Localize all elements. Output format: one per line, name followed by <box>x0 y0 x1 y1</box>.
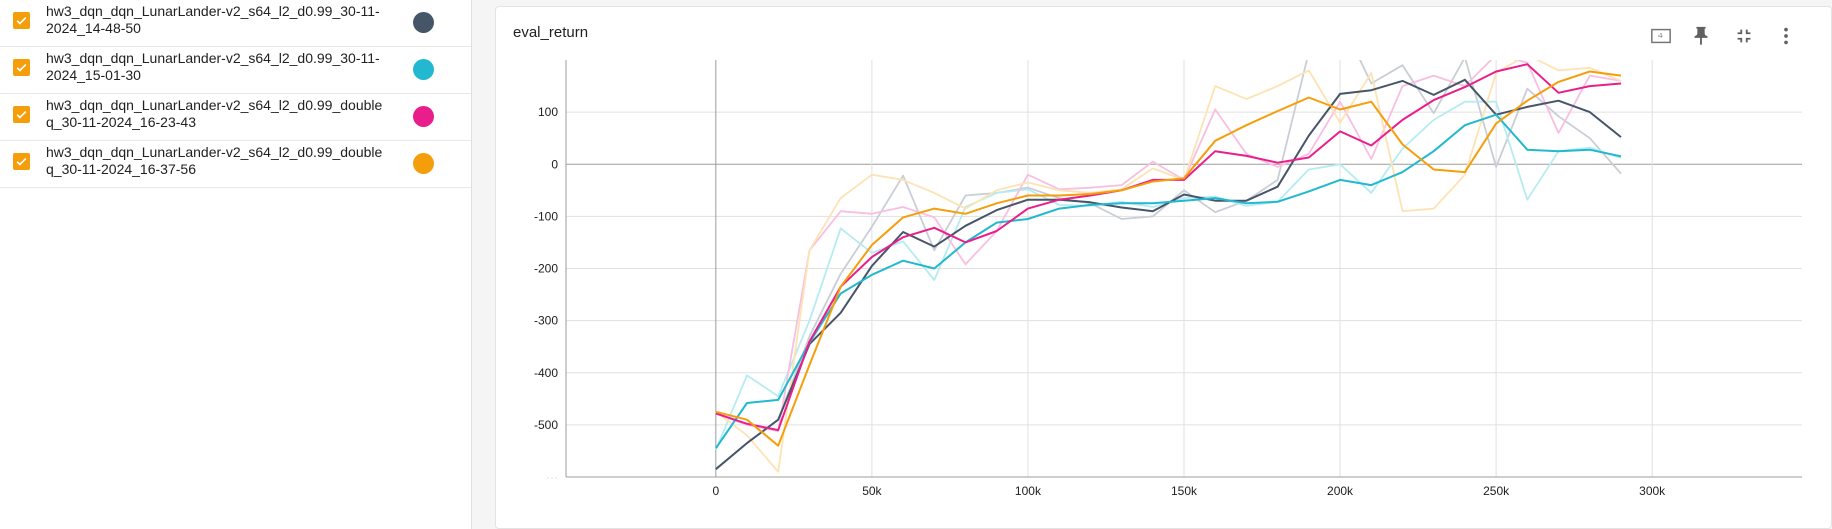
run-color-swatch[interactable] <box>413 106 434 127</box>
runs-sidebar: hw3_dqn_dqn_LunarLander-v2_s64_l2_d0.99_… <box>0 0 472 529</box>
series-raw-line-0 <box>715 60 1622 470</box>
more-vert-icon <box>1784 27 1788 45</box>
checkmark-icon <box>16 63 27 72</box>
y-tick-label: -100 <box>534 209 558 223</box>
pin-button[interactable] <box>1688 23 1714 49</box>
series-raw-line-3 <box>715 60 1622 473</box>
y-tick-label: 100 <box>538 105 558 119</box>
x-tick-label: 300k <box>1639 484 1666 498</box>
series-smoothed-line-1 <box>714 113 1622 449</box>
checkmark-icon <box>16 110 27 119</box>
y-tick-label-faint: ··· <box>546 470 558 484</box>
run-name: hw3_dqn_dqn_LunarLander-v2_s64_l2_d0.99_… <box>46 97 383 130</box>
x-tick-label: 150k <box>1171 484 1198 498</box>
x-tick-label: 200k <box>1327 484 1354 498</box>
run-color-swatch[interactable] <box>413 12 434 33</box>
collapse-icon <box>1737 29 1751 43</box>
run-name: hw3_dqn_dqn_LunarLander-v2_s64_l2_d0.99_… <box>46 50 380 83</box>
x-tick-label: 250k <box>1483 484 1510 498</box>
series-smoothed-line-0 <box>715 78 1622 470</box>
checkmark-icon <box>16 16 27 25</box>
collapse-button[interactable] <box>1731 23 1757 49</box>
series-raw-line-2 <box>715 60 1622 432</box>
y-tick-label: 0 <box>551 157 558 171</box>
run-row[interactable]: hw3_dqn_dqn_LunarLander-v2_s64_l2_d0.99_… <box>0 0 471 47</box>
fit-domain-icon <box>1651 28 1671 44</box>
y-tick-label: -200 <box>534 262 558 276</box>
run-row[interactable]: hw3_dqn_dqn_LunarLander-v2_s64_l2_d0.99_… <box>0 141 471 188</box>
y-tick-label: -300 <box>534 314 558 328</box>
chart-title: eval_return <box>513 24 589 41</box>
run-checkbox[interactable] <box>13 59 30 76</box>
x-tick-label: 0 <box>712 484 719 498</box>
run-name: hw3_dqn_dqn_LunarLander-v2_s64_l2_d0.99_… <box>46 144 383 177</box>
x-tick-label: 50k <box>862 484 882 498</box>
line-chart[interactable]: 100 0 -100 -200 -300 -400 -500 ··· 0 50k 100k 150k 2… <box>496 7 1831 528</box>
run-checkbox[interactable] <box>13 12 30 29</box>
y-tick-label: -500 <box>534 418 558 432</box>
more-options-button[interactable] <box>1773 23 1799 49</box>
run-checkbox[interactable] <box>13 153 30 170</box>
x-tick-label: 100k <box>1015 484 1042 498</box>
pin-icon <box>1694 26 1708 46</box>
run-name: hw3_dqn_dqn_LunarLander-v2_s64_l2_d0.99_… <box>46 3 380 36</box>
checkmark-icon <box>16 157 27 166</box>
run-color-swatch[interactable] <box>413 153 434 174</box>
fit-domain-button[interactable] <box>1648 23 1674 49</box>
series-smoothed-line-3 <box>715 70 1622 447</box>
run-row[interactable]: hw3_dqn_dqn_LunarLander-v2_s64_l2_d0.99_… <box>0 47 471 94</box>
y-tick-label: -400 <box>534 366 558 380</box>
run-checkbox[interactable] <box>13 106 30 123</box>
chart-card: eval_return 100 0 -100 -200 -300 -400 -500 ··· 0… <box>495 6 1832 529</box>
run-row[interactable]: hw3_dqn_dqn_LunarLander-v2_s64_l2_d0.99_… <box>0 94 471 141</box>
run-color-swatch[interactable] <box>413 59 434 80</box>
